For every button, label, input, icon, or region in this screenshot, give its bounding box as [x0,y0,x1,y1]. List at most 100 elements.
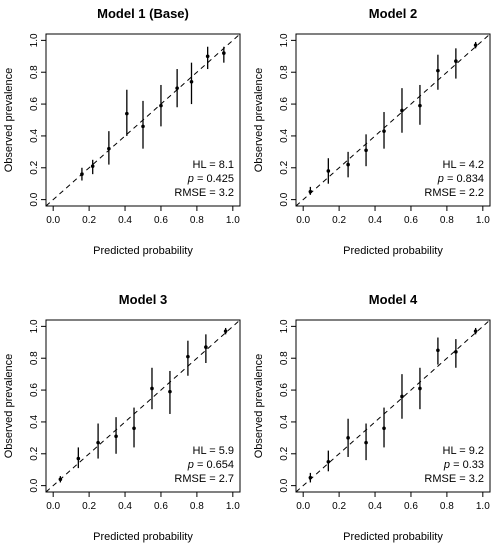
y-tick-label: 0.6 [29,383,40,397]
stat-p: p = 0.834 [437,173,484,185]
y-tick-label: 1.0 [29,33,40,47]
y-tick-label: 1.0 [279,33,290,47]
data-point [346,162,350,167]
y-axis-label: Observed prevalence [253,68,265,173]
data-point [326,459,331,464]
plot-frame [295,319,491,493]
x-tick-label: 1.0 [226,215,240,226]
stat-hl: HL = 9.2 [443,445,484,457]
y-tick-label: 1.0 [279,319,290,333]
x-axis-label: Predicted probability [343,245,443,257]
data-point [80,172,84,176]
x-tick-label: 0.2 [332,501,346,512]
panel-title: Model 3 [119,292,167,307]
data-point [346,436,350,440]
x-tick-label: 0.8 [190,501,204,512]
x-tick-label: 1.0 [226,501,240,512]
data-point [436,348,440,353]
stat-hl: HL = 8.1 [193,159,234,171]
x-tick-label: 0.2 [332,215,346,226]
x-tick-label: 0.6 [404,501,418,512]
y-axis-label: Observed prevalence [3,354,15,459]
x-tick-label: 0.0 [296,215,310,226]
x-axis-label: Predicted probability [343,531,443,543]
x-tick-label: 0.4 [118,215,132,226]
x-axis-label: Predicted probability [93,531,193,543]
x-tick-label: 0.8 [440,501,454,512]
data-point [400,394,404,399]
y-tick-label: 0.8 [29,65,40,79]
y-tick-label: 1.0 [29,319,40,333]
y-tick-label: 0.0 [29,478,40,492]
data-point [141,124,145,129]
x-tick-label: 0.6 [154,215,168,226]
data-point [382,426,386,431]
y-tick-label: 0.2 [29,160,40,174]
y-tick-label: 0.6 [279,97,290,111]
x-tick-label: 1.0 [476,215,490,226]
stat-rmse: RMSE = 2.2 [424,187,484,199]
x-tick-label: 0.0 [296,501,310,512]
panel-title: Model 2 [369,6,417,21]
data-point [76,456,81,461]
y-tick-label: 0.4 [279,129,290,143]
y-tick-label: 0.0 [279,478,290,492]
calibration-panel-4: Model 4 0.0 0.0 0.2 0.2 0.4 0.4 0.6 0.6 0.8 0.8 1.0… [253,292,491,543]
reference-line [295,319,491,493]
data-point [168,389,172,394]
data-point [175,86,179,90]
data-point [222,51,226,55]
data-point [382,129,386,133]
calibration-panel-2: Model 2 0.0 0.0 0.2 0.2 0.4 0.4 0.6 0.6 0.8 0.8 1.0… [253,6,491,257]
data-point [308,189,313,194]
data-point [454,350,458,354]
y-tick-label: 0.2 [29,446,40,460]
data-point [58,477,63,482]
stat-p: p = 0.33 [443,459,484,471]
data-point [204,345,208,349]
data-point [186,354,190,359]
x-tick-label: 0.8 [440,215,454,226]
x-tick-label: 0.8 [190,215,204,226]
y-tick-label: 0.2 [279,446,290,460]
x-tick-label: 0.0 [46,501,60,512]
x-tick-label: 1.0 [476,501,490,512]
data-point [223,329,228,333]
y-tick-label: 0.4 [29,129,40,143]
plot-frame [295,33,491,207]
y-tick-label: 0.8 [279,65,290,79]
stat-hl: HL = 5.9 [193,445,234,457]
y-tick-label: 0.6 [279,383,290,397]
data-point [189,79,194,84]
data-point [205,54,210,59]
y-axis-label: Observed prevalence [253,354,265,459]
data-point [473,43,478,47]
calibration-panel-3: Model 3 0.0 0.0 0.2 0.2 0.4 0.4 0.6 0.6 0.8 0.8 1.0… [3,292,241,543]
stat-hl: HL = 4.2 [443,159,484,171]
x-axis-label: Predicted probability [93,245,193,257]
data-point [454,59,458,63]
stat-rmse: RMSE = 3.2 [424,473,484,485]
stat-rmse: RMSE = 2.7 [174,473,234,485]
stat-rmse: RMSE = 3.2 [174,187,234,199]
stat-p: p = 0.654 [187,459,234,471]
y-tick-label: 0.2 [279,160,290,174]
data-point [473,329,478,333]
y-tick-label: 0.0 [279,192,290,206]
plot-frame [45,319,241,493]
y-tick-label: 0.4 [279,415,290,429]
data-point [326,169,331,173]
data-point [418,103,422,108]
x-tick-label: 0.0 [46,215,60,226]
plot-frame [45,33,241,207]
x-tick-label: 0.6 [154,501,168,512]
data-point [159,103,163,108]
data-point [436,68,440,73]
data-point [364,148,368,153]
stat-p: p = 0.425 [187,173,234,185]
x-tick-label: 0.4 [368,501,382,512]
y-tick-label: 0.8 [29,351,40,365]
data-point [96,440,100,445]
